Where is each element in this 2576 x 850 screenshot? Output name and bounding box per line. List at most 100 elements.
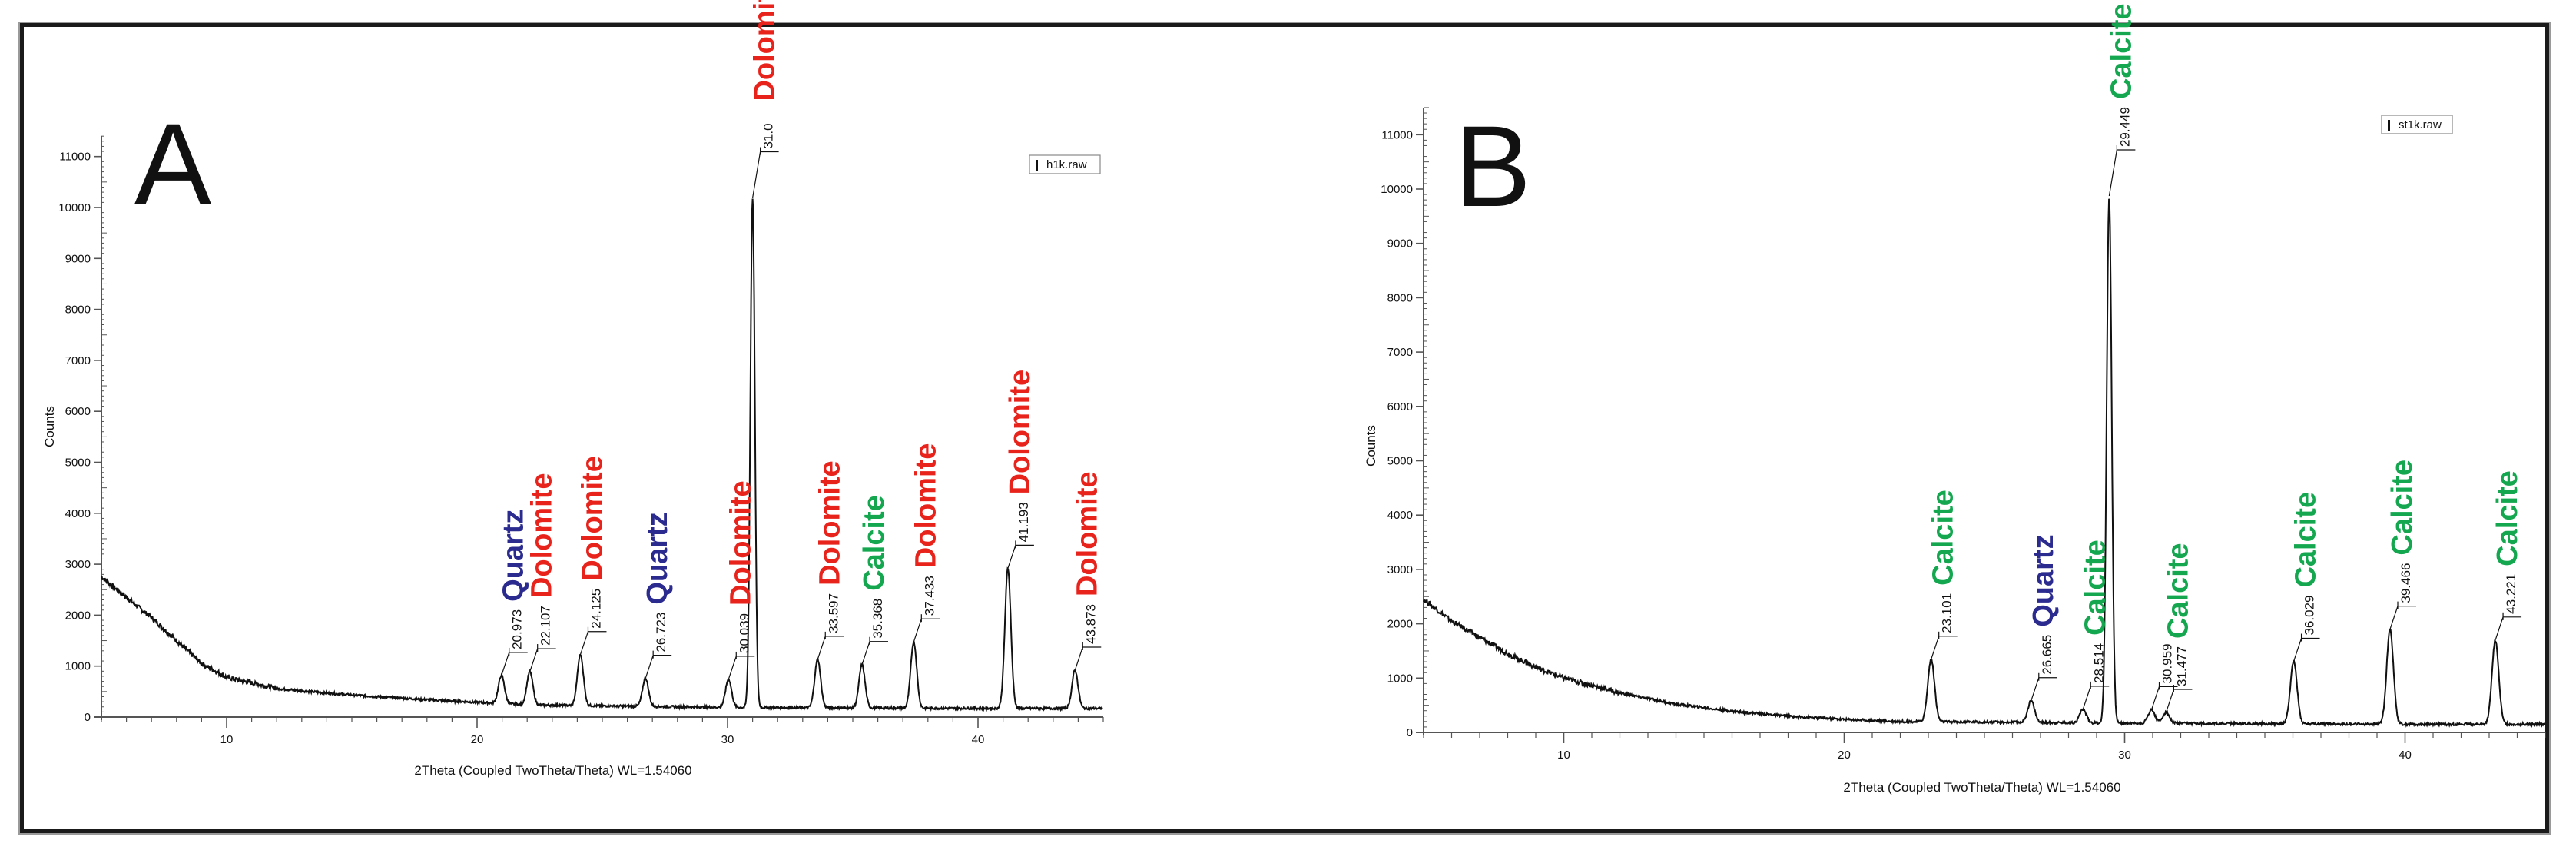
peak-annotation: 28.514 Calcite [2079,540,2111,710]
y-tick-label: 3000 [1387,563,1413,576]
y-axis: 0 1000 2000 3000 4000 5000 6000 7000 8000 9000 100… [1364,107,1429,739]
y-tick-label: 10000 [1381,183,1413,196]
peak-annotation: 35.368 Calcite [858,495,890,665]
peak-position-label: 31.477 [2174,646,2189,686]
y-tick-label: 11000 [1381,128,1413,141]
phase-label-dolomite: Dolomite [1004,370,1036,495]
y-tick-label: 5000 [1387,455,1413,468]
legend: st1k.raw [2381,115,2453,134]
phase-label-dolomite: Dolomite [576,456,608,581]
y-tick-label: 0 [85,711,91,724]
phase-label-dolomite: Dolomite [910,443,942,569]
phase-label-quartz: Quartz [2027,534,2060,626]
peak-annotation: 43.221 Calcite [2491,470,2524,640]
legend-label: h1k.raw [1046,158,1087,171]
phase-label-calcite: Calcite [2105,3,2137,99]
y-tick-label: 1000 [1387,672,1413,685]
peak-position-label: 39.466 [2399,563,2413,603]
peak-position-label: 20.973 [510,609,525,649]
peak-position-label: 31.0 [761,123,776,148]
x-axis-title: 2Theta (Coupled TwoTheta/Theta) WL=1.540… [1843,780,2120,795]
y-axis-title: Counts [42,406,57,447]
y-tick-label: 2000 [1387,618,1413,631]
peak-annotation: 31.0 Dolomite [749,0,781,198]
peak-annotation: 30.039 Dolomite [724,480,757,680]
peak-position-label: 30.959 [2160,643,2175,683]
chart-panel-b: B 0 1000 2000 3000 4000 5000 6000 7000 8000 9000 10… [1364,3,2546,795]
peak-position-label: 28.514 [2091,643,2106,683]
x-tick-label: 20 [471,733,484,746]
peak-position-label: 33.597 [826,593,840,633]
peak-annotation: 24.125 Dolomite [576,456,608,655]
legend-swatch-icon [1036,160,1038,171]
peak-annotation: 22.107 Dolomite [526,473,559,672]
panel-letter: A [134,99,211,228]
x-tick-label: 10 [1557,749,1570,762]
peak-annotation: 23.101 Calcite [1928,490,1960,660]
y-tick-label: 11000 [59,151,91,164]
phase-label-calcite: Calcite [2290,492,2322,588]
peak-annotation: 26.665 Quartz [2027,534,2060,701]
phase-label-dolomite: Dolomite [814,460,846,586]
phase-label-calcite: Calcite [1928,490,1960,586]
panel-letter: B [1454,101,1531,231]
peak-position-label: 35.368 [870,599,885,639]
phase-label-dolomite: Dolomite [1071,471,1103,596]
peak-annotation: 30.959 [2150,643,2178,710]
y-tick-label: 8000 [65,304,91,317]
y-tick-label: 5000 [65,457,91,470]
peak-position-label: 37.433 [922,576,937,616]
x-tick-label: 40 [2399,749,2412,762]
peak-annotation: 33.597 Dolomite [814,460,846,660]
x-tick-label: 20 [1838,749,1851,762]
y-tick-label: 1000 [65,660,91,673]
y-tick-label: 7000 [1387,346,1413,359]
legend-swatch-icon [2388,120,2390,131]
phase-label-calcite: Calcite [2491,470,2524,566]
y-tick-label: 9000 [1387,237,1413,251]
peak-position-label: 43.873 [1083,604,1098,644]
peak-annotation: 41.193 Dolomite [1004,370,1036,569]
chart-panel-a: A 0 1000 2000 3000 4000 5000 6000 7000 8000 9000 10… [42,0,1104,778]
peak-annotation: 36.029 Calcite [2290,492,2322,662]
y-tick-label: 7000 [65,354,91,367]
y-tick-label: 0 [1407,726,1413,739]
x-tick-label: 10 [220,733,234,746]
x-tick-label: 30 [2118,749,2131,762]
peak-annotation: 31.477 Calcite [2162,543,2194,713]
diffraction-trace [1423,198,2546,729]
peak-annotation: 43.873 Dolomite [1071,471,1103,671]
peak-position-label: 36.029 [2302,596,2317,636]
y-tick-label: 8000 [1387,291,1413,304]
peak-position-label: 26.723 [654,613,668,652]
phase-label-dolomite: Dolomite [724,480,757,606]
peak-annotation: 39.466 Calcite [2386,460,2419,629]
peak-position-label: 30.039 [737,613,751,653]
diffraction-trace [101,198,1103,712]
figure-frame [20,23,2549,833]
peak-annotation: 37.433 Dolomite [910,443,942,642]
peak-position-label: 24.125 [588,589,603,629]
phase-label-calcite: Calcite [2162,543,2194,639]
y-tick-label: 10000 [58,201,91,214]
peak-position-label: 29.449 [2117,107,2132,147]
peak-position-label: 26.665 [2040,635,2054,675]
y-tick-label: 3000 [65,558,91,571]
y-tick-label: 6000 [65,405,91,418]
peak-annotation: 20.973 Quartz [498,510,530,676]
x-axis: 10 20 30 40 2Theta (Coupled TwoTheta/Theta) … [94,716,1104,778]
peak-position-label: 41.193 [1016,502,1031,542]
y-tick-label: 4000 [1387,509,1413,522]
phase-label-calcite: Calcite [2079,540,2111,636]
legend-label: st1k.raw [2399,118,2442,131]
x-tick-label: 40 [972,733,985,746]
peak-position-label: 22.107 [539,606,553,646]
peak-annotation: 29.449 Calcite [2105,3,2137,197]
x-tick-label: 30 [721,733,734,746]
y-tick-label: 2000 [65,609,91,622]
legend: h1k.raw [1029,154,1101,174]
phase-label-calcite: Calcite [2386,460,2419,556]
peak-annotation: 26.723 Quartz [642,512,674,679]
phase-label-dolomite: Dolomite [749,0,781,101]
